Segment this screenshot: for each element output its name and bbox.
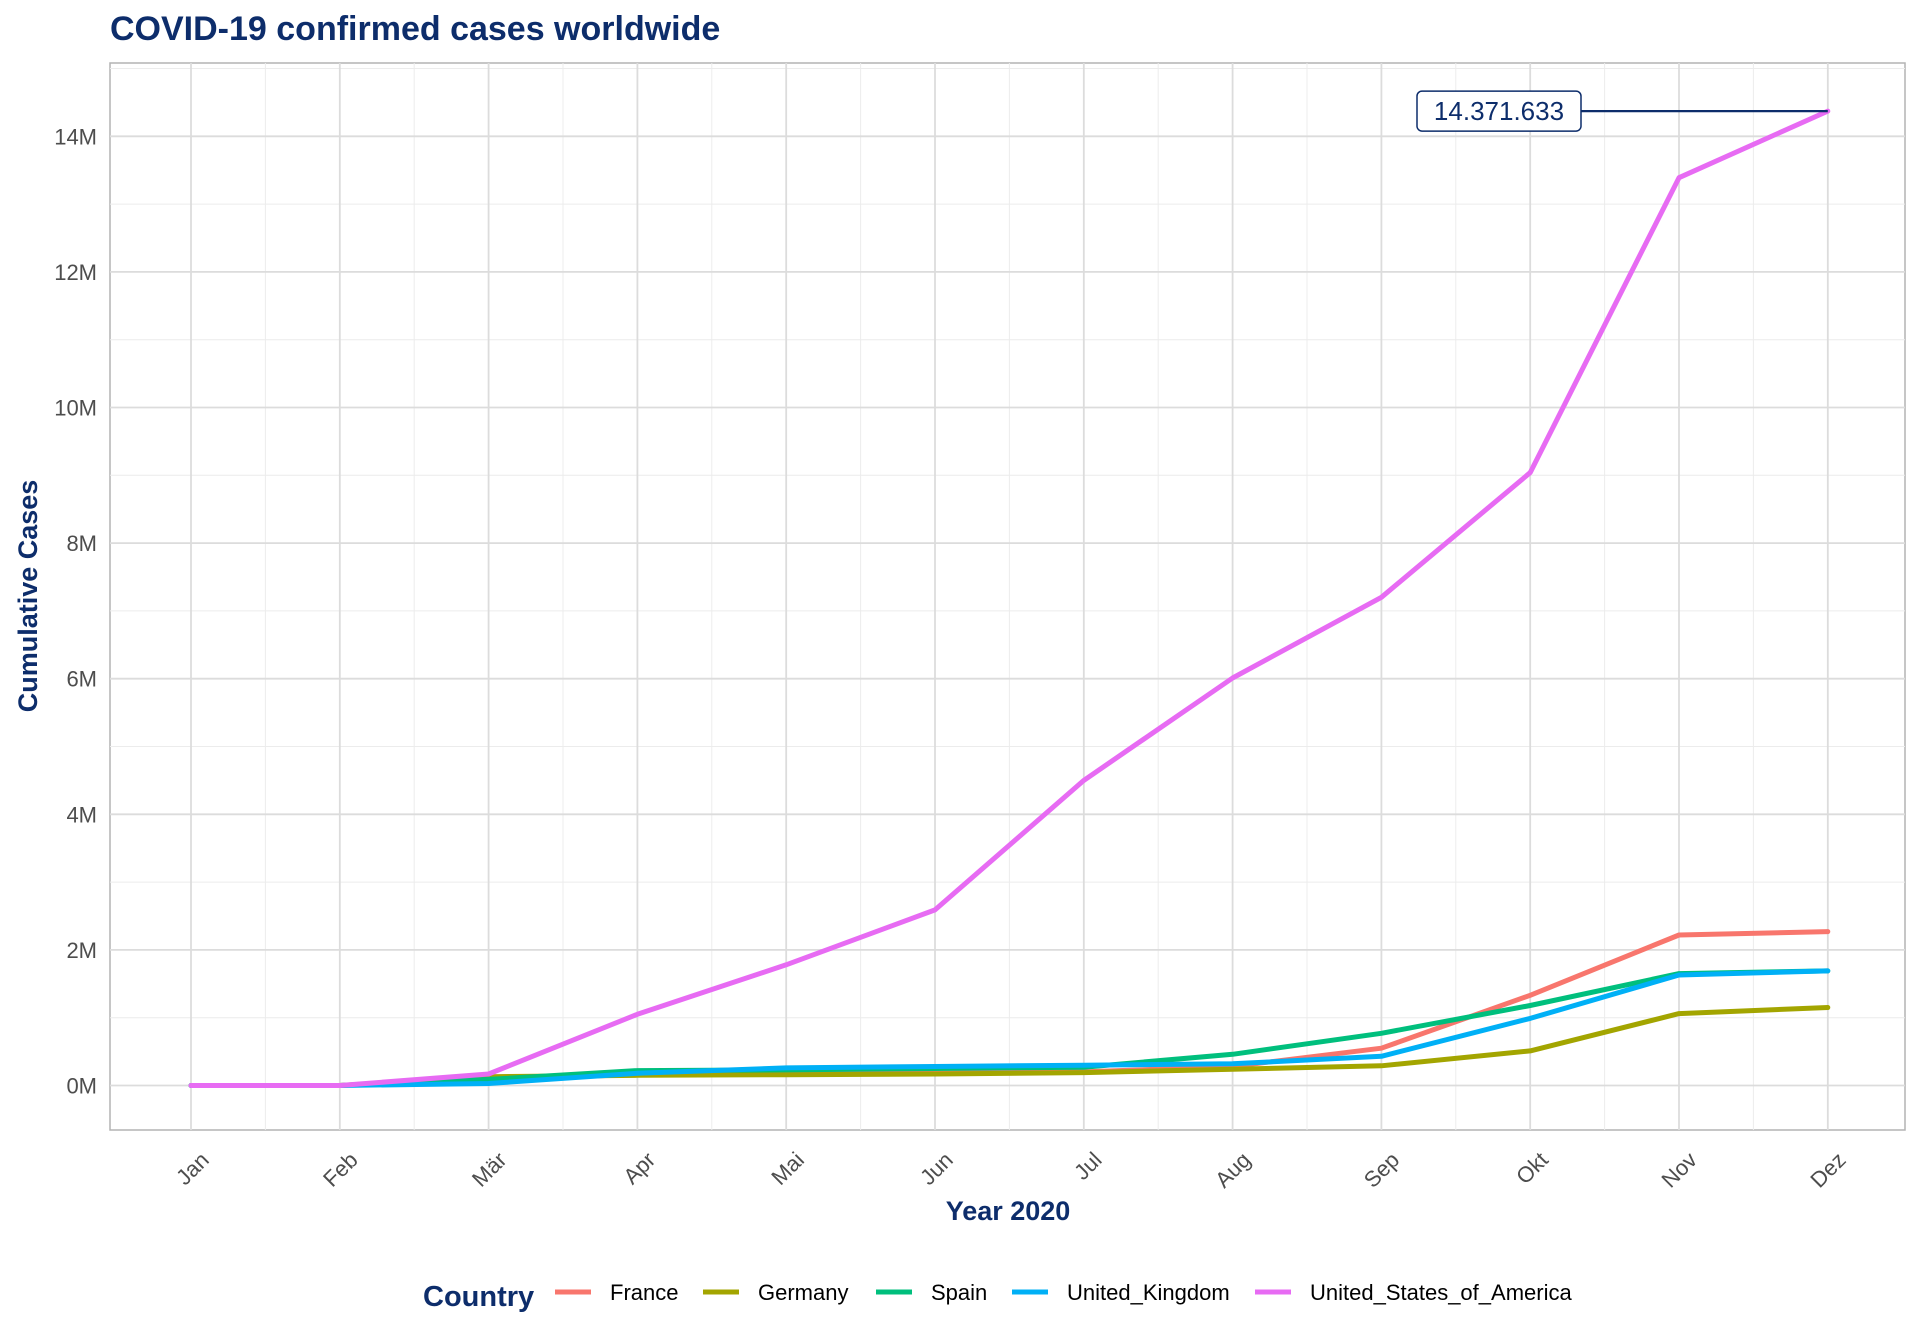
annotation-label: 14.371.633 <box>1434 96 1564 126</box>
grid-minor <box>110 63 1905 1130</box>
y-tick-label: 10M <box>54 396 97 421</box>
y-tick-label: 0M <box>66 1074 97 1099</box>
legend-label: Germany <box>758 1280 848 1305</box>
y-tick-label: 14M <box>54 124 97 149</box>
legend-title: Country <box>423 1281 534 1313</box>
chart-title: COVID-19 confirmed cases worldwide <box>110 10 720 48</box>
x-axis-title: Year 2020 <box>946 1196 1071 1226</box>
annotation-layer: 14.371.633 <box>1416 90 1828 132</box>
annotation-box <box>1416 90 1582 132</box>
legend-label: United_States_of_America <box>1310 1280 1572 1305</box>
legend-label: France <box>610 1280 678 1305</box>
series-lines <box>188 108 1831 1088</box>
legend: Country France Germany Spain United_Kingdom… <box>423 1280 1572 1313</box>
plot-panel <box>109 62 1906 1131</box>
y-tick-label: 12M <box>54 260 97 285</box>
y-tick-labels: 0M 2M 4M 6M 8M 10M 12M 14M <box>54 124 97 1098</box>
series-line-united-kingdom <box>188 968 1831 1088</box>
legend-label: United_Kingdom <box>1067 1280 1230 1305</box>
series-line-united-states-of-america <box>188 108 1831 1088</box>
y-tick-label: 4M <box>66 802 97 827</box>
y-tick-label: 6M <box>66 667 97 692</box>
legend-label: Spain <box>931 1280 987 1305</box>
y-axis-title: Cumulative Cases <box>13 480 43 713</box>
y-tick-label: 8M <box>66 531 97 556</box>
y-tick-label: 2M <box>66 938 97 963</box>
